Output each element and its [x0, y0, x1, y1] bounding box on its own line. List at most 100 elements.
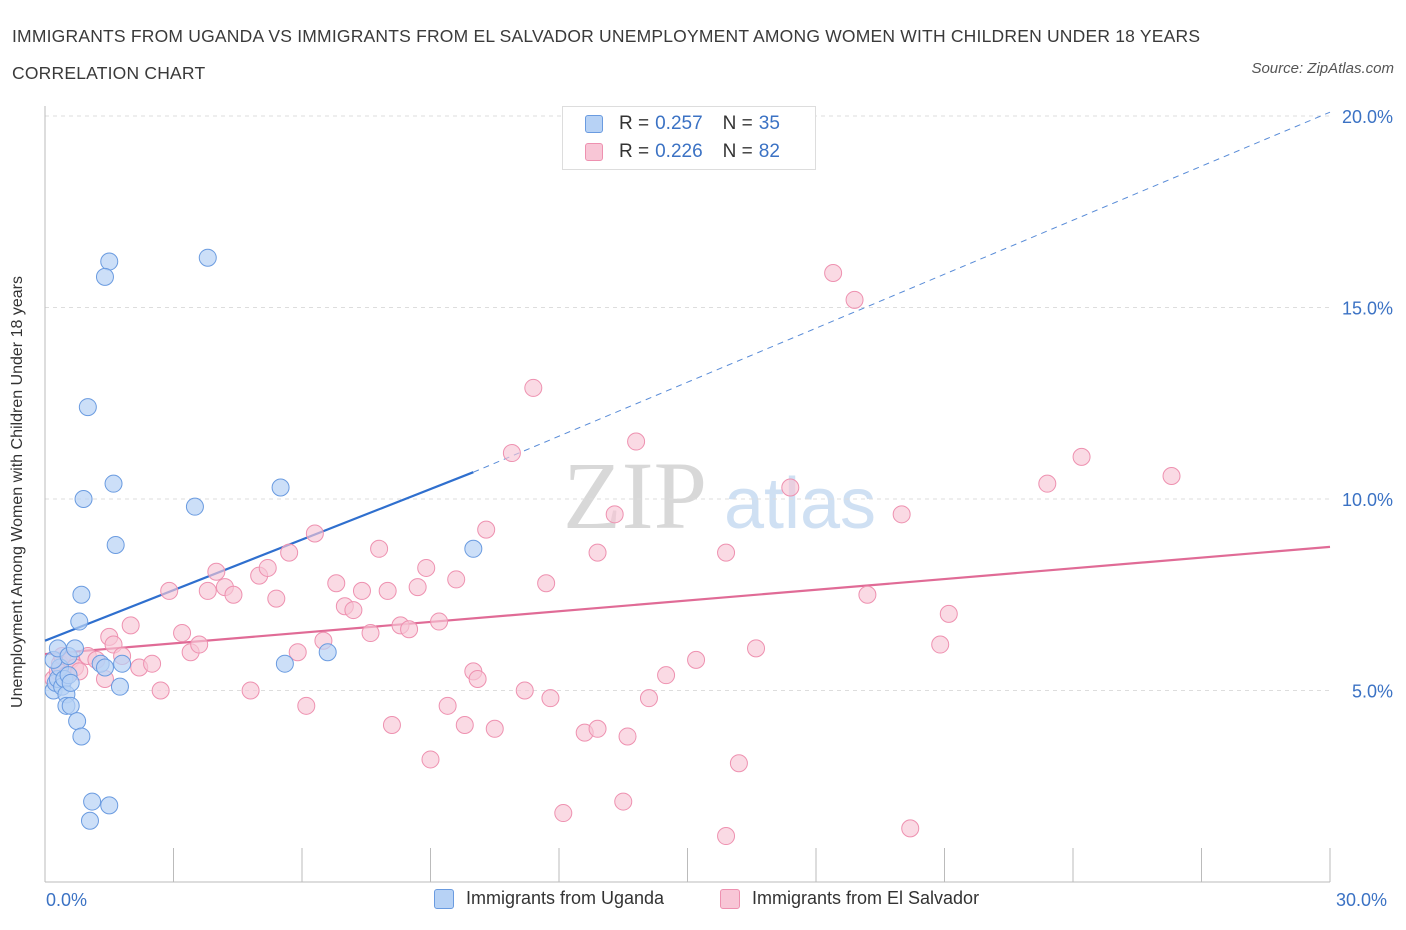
watermark: ZIP atlas [563, 442, 876, 549]
legend-item-elsalvador[interactable]: Immigrants from El Salvador [720, 888, 979, 909]
elsalvador-point [537, 574, 556, 593]
x-tick-label-min: 0.0% [46, 890, 88, 910]
elsalvador-point [541, 689, 560, 708]
elsalvador-point [417, 558, 436, 577]
elsalvador-point [297, 696, 316, 715]
elsalvador-point [305, 524, 324, 543]
elsalvador-point [438, 696, 457, 715]
y-tick-label: 10.0% [1342, 490, 1393, 510]
uganda-point [100, 796, 119, 815]
data-points [44, 248, 1181, 846]
elsalvador-point [639, 689, 658, 708]
elsalvador-point [455, 715, 474, 734]
uganda-point [61, 696, 80, 715]
stats-legend-row-uganda: R = 0.257 N = 35 [585, 110, 780, 138]
uganda-point [185, 497, 204, 516]
elsalvador-point [267, 589, 286, 608]
elsalvador-point [382, 715, 401, 734]
elsalvador-point [627, 432, 646, 451]
y-tick-label: 20.0% [1342, 107, 1393, 127]
elsalvador-point [485, 719, 504, 738]
elsalvador-point [400, 620, 419, 639]
elsalvador-n-label: N = [722, 141, 753, 162]
uganda-point [104, 474, 123, 493]
elsalvador-point [361, 624, 380, 643]
elsalvador-point [901, 819, 920, 838]
uganda-point [95, 267, 114, 286]
uganda-point [271, 478, 290, 497]
elsalvador-point [280, 543, 299, 562]
elsalvador-point [657, 666, 676, 685]
elsalvador-point [1072, 447, 1091, 466]
legend-swatch-elsalvador [720, 888, 740, 909]
legend-swatch-uganda [434, 888, 454, 909]
elsalvador-point [729, 754, 748, 773]
elsalvador-point [845, 290, 864, 309]
uganda-point [72, 727, 91, 746]
elsalvador-point [502, 444, 521, 463]
watermark-atlas: atlas [724, 464, 876, 544]
elsalvador-point [747, 639, 766, 658]
elsalvador-point [1162, 467, 1181, 486]
elsalvador-point [717, 543, 736, 562]
elsalvador-point [477, 520, 496, 539]
uganda-point [198, 248, 217, 267]
uganda-point [80, 811, 99, 830]
elsalvador-point [430, 612, 449, 631]
elsalvador-point [173, 624, 192, 643]
uganda-point [72, 585, 91, 604]
uganda-point [113, 654, 132, 673]
legend-item-uganda[interactable]: Immigrants from Uganda [434, 888, 664, 909]
uganda-point [95, 658, 114, 677]
elsalvador-point [241, 681, 260, 700]
elsalvador-point [614, 792, 633, 811]
uganda-point [78, 398, 97, 417]
uganda-point [74, 490, 93, 508]
elsalvador-point [858, 585, 877, 604]
elsalvador-point [781, 478, 800, 497]
elsalvador-point [468, 670, 487, 689]
uganda-point [83, 792, 102, 811]
elsalvador-point [198, 581, 217, 600]
trend-lines [44, 111, 1331, 656]
source-label: Source: ZipAtlas.com [1251, 60, 1394, 77]
uganda-point [106, 535, 125, 554]
uganda-point [464, 539, 483, 558]
elsalvador-point [717, 827, 736, 846]
uganda-point [65, 639, 84, 658]
elsalvador-point [824, 264, 843, 283]
y-tick-label: 5.0% [1352, 682, 1393, 702]
elsalvador-point [939, 604, 958, 623]
elsalvador-point [931, 635, 950, 654]
elsalvador-swatch [585, 143, 603, 161]
elsalvador-point [207, 562, 226, 581]
elsalvador-point [588, 543, 607, 562]
elsalvador-point [121, 616, 140, 635]
uganda-point [275, 654, 294, 673]
legend-label-uganda: Immigrants from Uganda [466, 888, 665, 908]
elsalvador-point [554, 804, 573, 823]
elsalvador-point [618, 727, 637, 746]
uganda-trend-extension [473, 111, 1331, 473]
elsalvador-point [344, 601, 363, 620]
elsalvador-trend-line [44, 545, 1331, 656]
uganda-n-value: 35 [758, 113, 780, 134]
uganda-n-label: N = [722, 113, 753, 134]
elsalvador-r-label: R = [619, 141, 650, 162]
uganda-point [61, 673, 80, 692]
y-tick-labels: 5.0% 10.0% 15.0% 20.0% [1342, 107, 1393, 702]
elsalvador-point [160, 581, 179, 600]
elsalvador-point [370, 539, 389, 558]
elsalvador-point [515, 681, 534, 700]
x-tick-label-max: 30.0% [1336, 890, 1388, 910]
uganda-point [110, 677, 129, 696]
elsalvador-point [1038, 474, 1057, 493]
elsalvador-point [892, 505, 911, 524]
elsalvador-point [447, 570, 466, 589]
uganda-swatch [585, 115, 603, 133]
elsalvador-point [421, 750, 440, 769]
elsalvador-point [588, 719, 607, 738]
elsalvador-point [258, 558, 277, 577]
grid-lines [45, 115, 1330, 691]
elsalvador-point [408, 578, 427, 597]
